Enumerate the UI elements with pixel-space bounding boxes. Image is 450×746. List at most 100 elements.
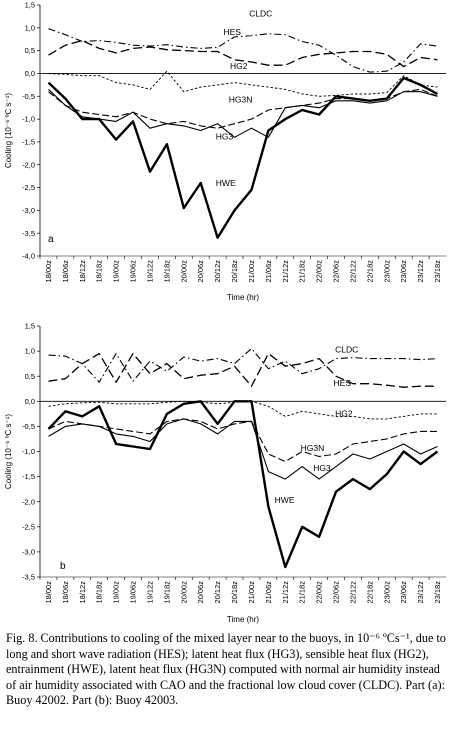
series-line-hg2: [48, 400, 438, 420]
y-tick-label: 1,5: [25, 1, 35, 10]
series-label-hwe: HWE: [275, 495, 295, 505]
x-tick-label: 19/18z: [162, 260, 171, 283]
x-tick-label: 18/12z: [78, 581, 87, 604]
x-tick-label: 21/12z: [281, 260, 290, 283]
x-tick-label: 23/00z: [382, 581, 391, 604]
y-tick-label: 1,5: [25, 322, 35, 331]
y-tick-label: -2,5: [22, 522, 35, 531]
chart-panel-a: 1,5 1,0 0,5 0,0 -0,5 -1,0 -1,5 -2,0 -2,5 -3,0 -3,5…: [4, 1, 446, 302]
y-tick-label: -1,5: [22, 472, 35, 481]
x-tick-label: 21/00z: [247, 260, 256, 283]
x-tick-label: 19/12z: [145, 260, 154, 283]
series-label-cldc: CLDC: [335, 344, 358, 354]
x-tick-label: 22/12z: [348, 581, 357, 604]
x-tick-label: 20/00z: [179, 260, 188, 283]
y-tick-label: -2,0: [22, 160, 35, 169]
y-axis-label: Cooling (10⁻⁶ ºC s⁻¹): [4, 414, 13, 489]
series-label-cldc: CLDC: [249, 8, 272, 18]
series-line-hg3n: [48, 88, 438, 129]
x-tick-label: 22/18z: [365, 260, 374, 283]
y-tick-label: -0,5: [22, 422, 35, 431]
x-tick-label: 19/12z: [145, 581, 154, 604]
series-line-hg3n: [48, 418, 438, 463]
x-tick-label: 18/12z: [78, 260, 87, 283]
panel-label: a: [48, 234, 54, 245]
x-tick-label: 21/18z: [298, 581, 307, 604]
series-line-hes: [48, 352, 438, 388]
y-tick-label: 0,5: [25, 372, 35, 381]
x-tick-label: 22/18z: [365, 581, 374, 604]
x-tick-label: 21/06z: [264, 260, 273, 283]
y-tick-label: 0,5: [25, 46, 35, 55]
x-axis-label: Time (hr): [227, 615, 259, 624]
x-tick-label: 21/06z: [264, 581, 273, 604]
x-tick-label: 19/06z: [129, 581, 138, 604]
x-tick-label: 20/06z: [196, 581, 205, 604]
x-tick-label: 22/00z: [315, 581, 324, 604]
x-tick-label: 23/18z: [433, 581, 442, 604]
series-line-cldc: [48, 348, 438, 383]
y-tick-label: -1,5: [22, 138, 35, 147]
figure-caption: Fig. 8. Contributions to cooling of the …: [6, 631, 446, 708]
y-tick-label: -2,0: [22, 497, 35, 506]
series-label-hg3n: HG3N: [229, 94, 253, 104]
x-tick-label: 23/12z: [416, 260, 425, 283]
x-tick-label: 20/12z: [213, 260, 222, 283]
series-line-hwe: [47, 400, 439, 569]
series-line-hes: [48, 39, 438, 68]
y-tick-label: -2,5: [22, 183, 35, 192]
y-tick-label: 0,0: [25, 69, 35, 78]
series-line-cldc: [48, 28, 438, 73]
y-tick-label: 0,0: [25, 397, 35, 406]
x-tick-label: 18/18z: [95, 581, 104, 604]
series-line-hg3: [48, 418, 438, 480]
y-tick-label: -3,0: [22, 548, 35, 557]
series-label-hg3: HG3: [216, 132, 234, 142]
x-tick-label: 20/18z: [230, 260, 239, 283]
panel-label: b: [60, 561, 66, 572]
series-label-hg3: HG3: [313, 463, 331, 473]
x-tick-label: 18/00z: [44, 260, 53, 283]
x-tick-label: 20/18z: [230, 581, 239, 604]
x-tick-label: 22/12z: [348, 260, 357, 283]
y-tick-label: 1,0: [25, 347, 35, 356]
x-axis-label: Time (hr): [227, 293, 259, 302]
x-tick-label: 19/00z: [112, 581, 121, 604]
y-tick-label: 1,0: [25, 23, 35, 32]
x-tick-label: 18/06z: [61, 260, 70, 283]
x-tick-label: 20/00z: [179, 581, 188, 604]
series-label-hg2: HG2: [335, 408, 353, 418]
series-label-hes: HES: [224, 27, 242, 37]
x-tick-label: 23/06z: [399, 581, 408, 604]
x-tick-label: 23/00z: [382, 260, 391, 283]
x-tick-label: 18/18z: [95, 260, 104, 283]
series-line-hwe: [47, 76, 439, 239]
x-tick-label: 21/00z: [247, 581, 256, 604]
x-tick-label: 23/18z: [433, 260, 442, 283]
series-line-hg3: [48, 89, 438, 138]
series-label-hes: HES: [334, 378, 352, 388]
y-tick-label: -3,5: [22, 573, 35, 582]
x-tick-label: 20/06z: [196, 260, 205, 283]
x-tick-label: 18/06z: [61, 581, 70, 604]
series-label-hwe: HWE: [216, 178, 236, 188]
series-line-hg2: [48, 70, 438, 97]
y-tick-label: -0,5: [22, 92, 35, 101]
x-tick-label: 19/00z: [112, 260, 121, 283]
y-tick-label: -3,0: [22, 206, 35, 215]
x-tick-label: 23/06z: [399, 260, 408, 283]
x-tick-label: 21/18z: [298, 260, 307, 283]
series-label-hg2: HG2: [230, 61, 248, 71]
x-tick-label: 19/18z: [162, 581, 171, 604]
y-tick-label: -1,0: [22, 447, 35, 456]
x-tick-label: 21/12z: [281, 581, 290, 604]
y-tick-label: -3,5: [22, 229, 35, 238]
x-tick-label: 18/00z: [44, 581, 53, 604]
x-tick-label: 20/12z: [213, 581, 222, 604]
x-tick-label: 22/06z: [332, 581, 341, 604]
chart-panel-b: 1,5 1,0 0,5 0,0 -0,5 -1,0 -1,5 -2,0 -2,5 -3,0 -3,5…: [4, 322, 446, 624]
y-tick-label: -1,0: [22, 115, 35, 124]
y-tick-label: -4,0: [22, 252, 35, 261]
x-tick-label: 22/00z: [315, 260, 324, 283]
